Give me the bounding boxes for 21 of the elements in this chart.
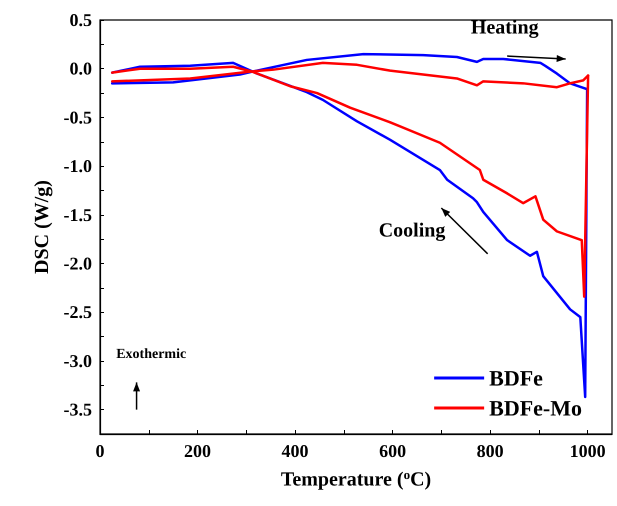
- y-tick-label: 0.0: [70, 58, 92, 79]
- annotation: Heating: [470, 16, 539, 39]
- y-tick-label: -0.5: [64, 107, 92, 128]
- annotation: Exothermic: [116, 347, 186, 362]
- annotation: Cooling: [378, 219, 446, 242]
- y-tick-label: 0.5: [70, 10, 92, 30]
- legend-label: BDFe-Mo: [489, 396, 582, 420]
- y-axis-title: DSC (W/g): [31, 180, 53, 274]
- x-tick-label: 1000: [570, 441, 606, 461]
- y-tick-label: -2.5: [64, 302, 92, 322]
- x-tick-label: 400: [282, 441, 309, 461]
- x-tick-label: 600: [379, 441, 406, 461]
- x-tick-label: 800: [476, 441, 504, 461]
- y-tick-label: -3.5: [64, 400, 92, 420]
- x-tick-label: 0: [96, 441, 104, 461]
- y-tick-label: -2.0: [64, 254, 92, 274]
- y-tick-label: -3.0: [64, 350, 92, 371]
- y-tick-label: -1.0: [64, 156, 92, 176]
- legend-label: BDFe: [489, 366, 544, 390]
- y-tick-label: -1.5: [64, 204, 92, 225]
- x-tick-label: 200: [184, 441, 212, 461]
